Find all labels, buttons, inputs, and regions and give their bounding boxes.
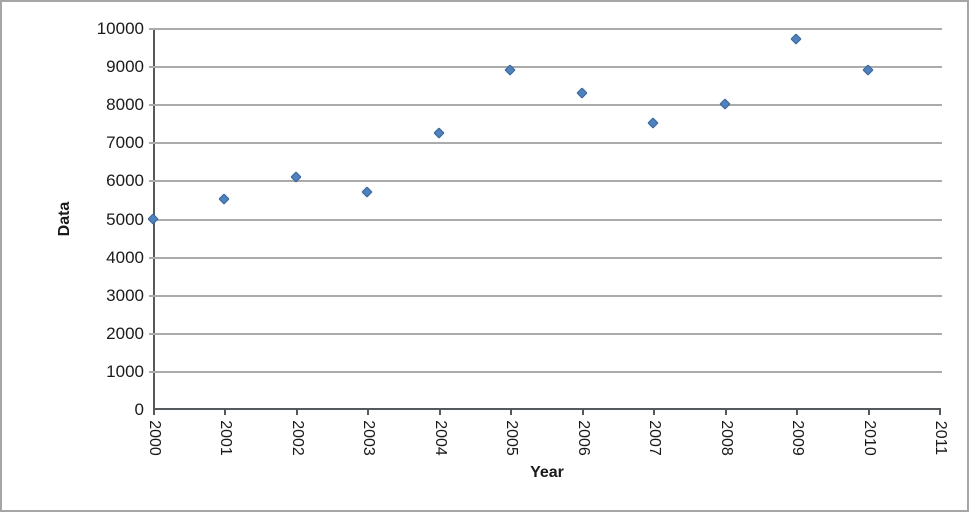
x-tick-label: 2007 (646, 420, 664, 456)
data-point-2000 (147, 212, 159, 225)
gridline (149, 66, 942, 69)
x-tick (581, 410, 584, 415)
x-tick-label: 2002 (288, 420, 306, 456)
y-tick-label: 4000 (106, 247, 144, 267)
plot-area: Data Year 0 1000 2000 3000 4000 5000 6000 7000 8… (56, 19, 949, 481)
y-tick-label: 10000 (96, 19, 144, 38)
gridline (149, 294, 942, 297)
data-point-2004 (433, 127, 445, 139)
x-tick-label: 2009 (789, 420, 807, 456)
gridline (149, 332, 942, 335)
x-tick-label: 2005 (503, 420, 521, 456)
y-tick-label: 1000 (106, 361, 144, 381)
y-tick-label: 8000 (106, 95, 144, 115)
gridline (149, 142, 942, 145)
y-tick-label: 5000 (106, 209, 144, 229)
y-tick-label: 6000 (106, 171, 144, 191)
y-tick-label: 0 (134, 400, 144, 419)
gridline (149, 180, 942, 183)
x-tick (510, 410, 513, 415)
x-tick-label: 2006 (574, 420, 592, 456)
gridline (149, 104, 942, 107)
data-point-2007 (647, 117, 659, 129)
data-point-2003 (361, 186, 374, 198)
gridline (149, 370, 942, 373)
x-tick (438, 410, 441, 415)
x-tick (295, 410, 298, 415)
x-tick-label: 2003 (360, 420, 378, 456)
data-point-2009 (790, 33, 802, 46)
x-tick (224, 410, 227, 415)
data-point-2008 (718, 98, 731, 110)
x-tick-label: 2008 (717, 420, 735, 456)
x-axis-line (153, 408, 941, 410)
y-tick-label: 3000 (106, 285, 144, 305)
y-tick-label: 2000 (106, 323, 144, 343)
data-point-2001 (218, 193, 231, 206)
x-tick-label: 2001 (217, 420, 235, 456)
x-tick-label: 2010 (860, 420, 878, 456)
x-tick (653, 410, 656, 415)
x-tick-label: 2004 (431, 420, 449, 456)
x-tick (367, 410, 370, 415)
x-tick (153, 410, 155, 415)
x-tick-label: 2011 (932, 420, 949, 456)
x-axis-title: Year (530, 464, 564, 481)
x-tick (796, 410, 799, 415)
x-tick (939, 410, 941, 415)
y-tick-label: 9000 (106, 57, 144, 77)
gridline (149, 256, 942, 259)
x-tick-label: 2000 (146, 420, 163, 456)
gridline (149, 218, 942, 221)
x-tick (724, 410, 727, 415)
data-point-2006 (576, 87, 588, 99)
gridline (149, 28, 942, 30)
x-tick (867, 410, 870, 415)
y-tick-label: 7000 (106, 133, 144, 153)
